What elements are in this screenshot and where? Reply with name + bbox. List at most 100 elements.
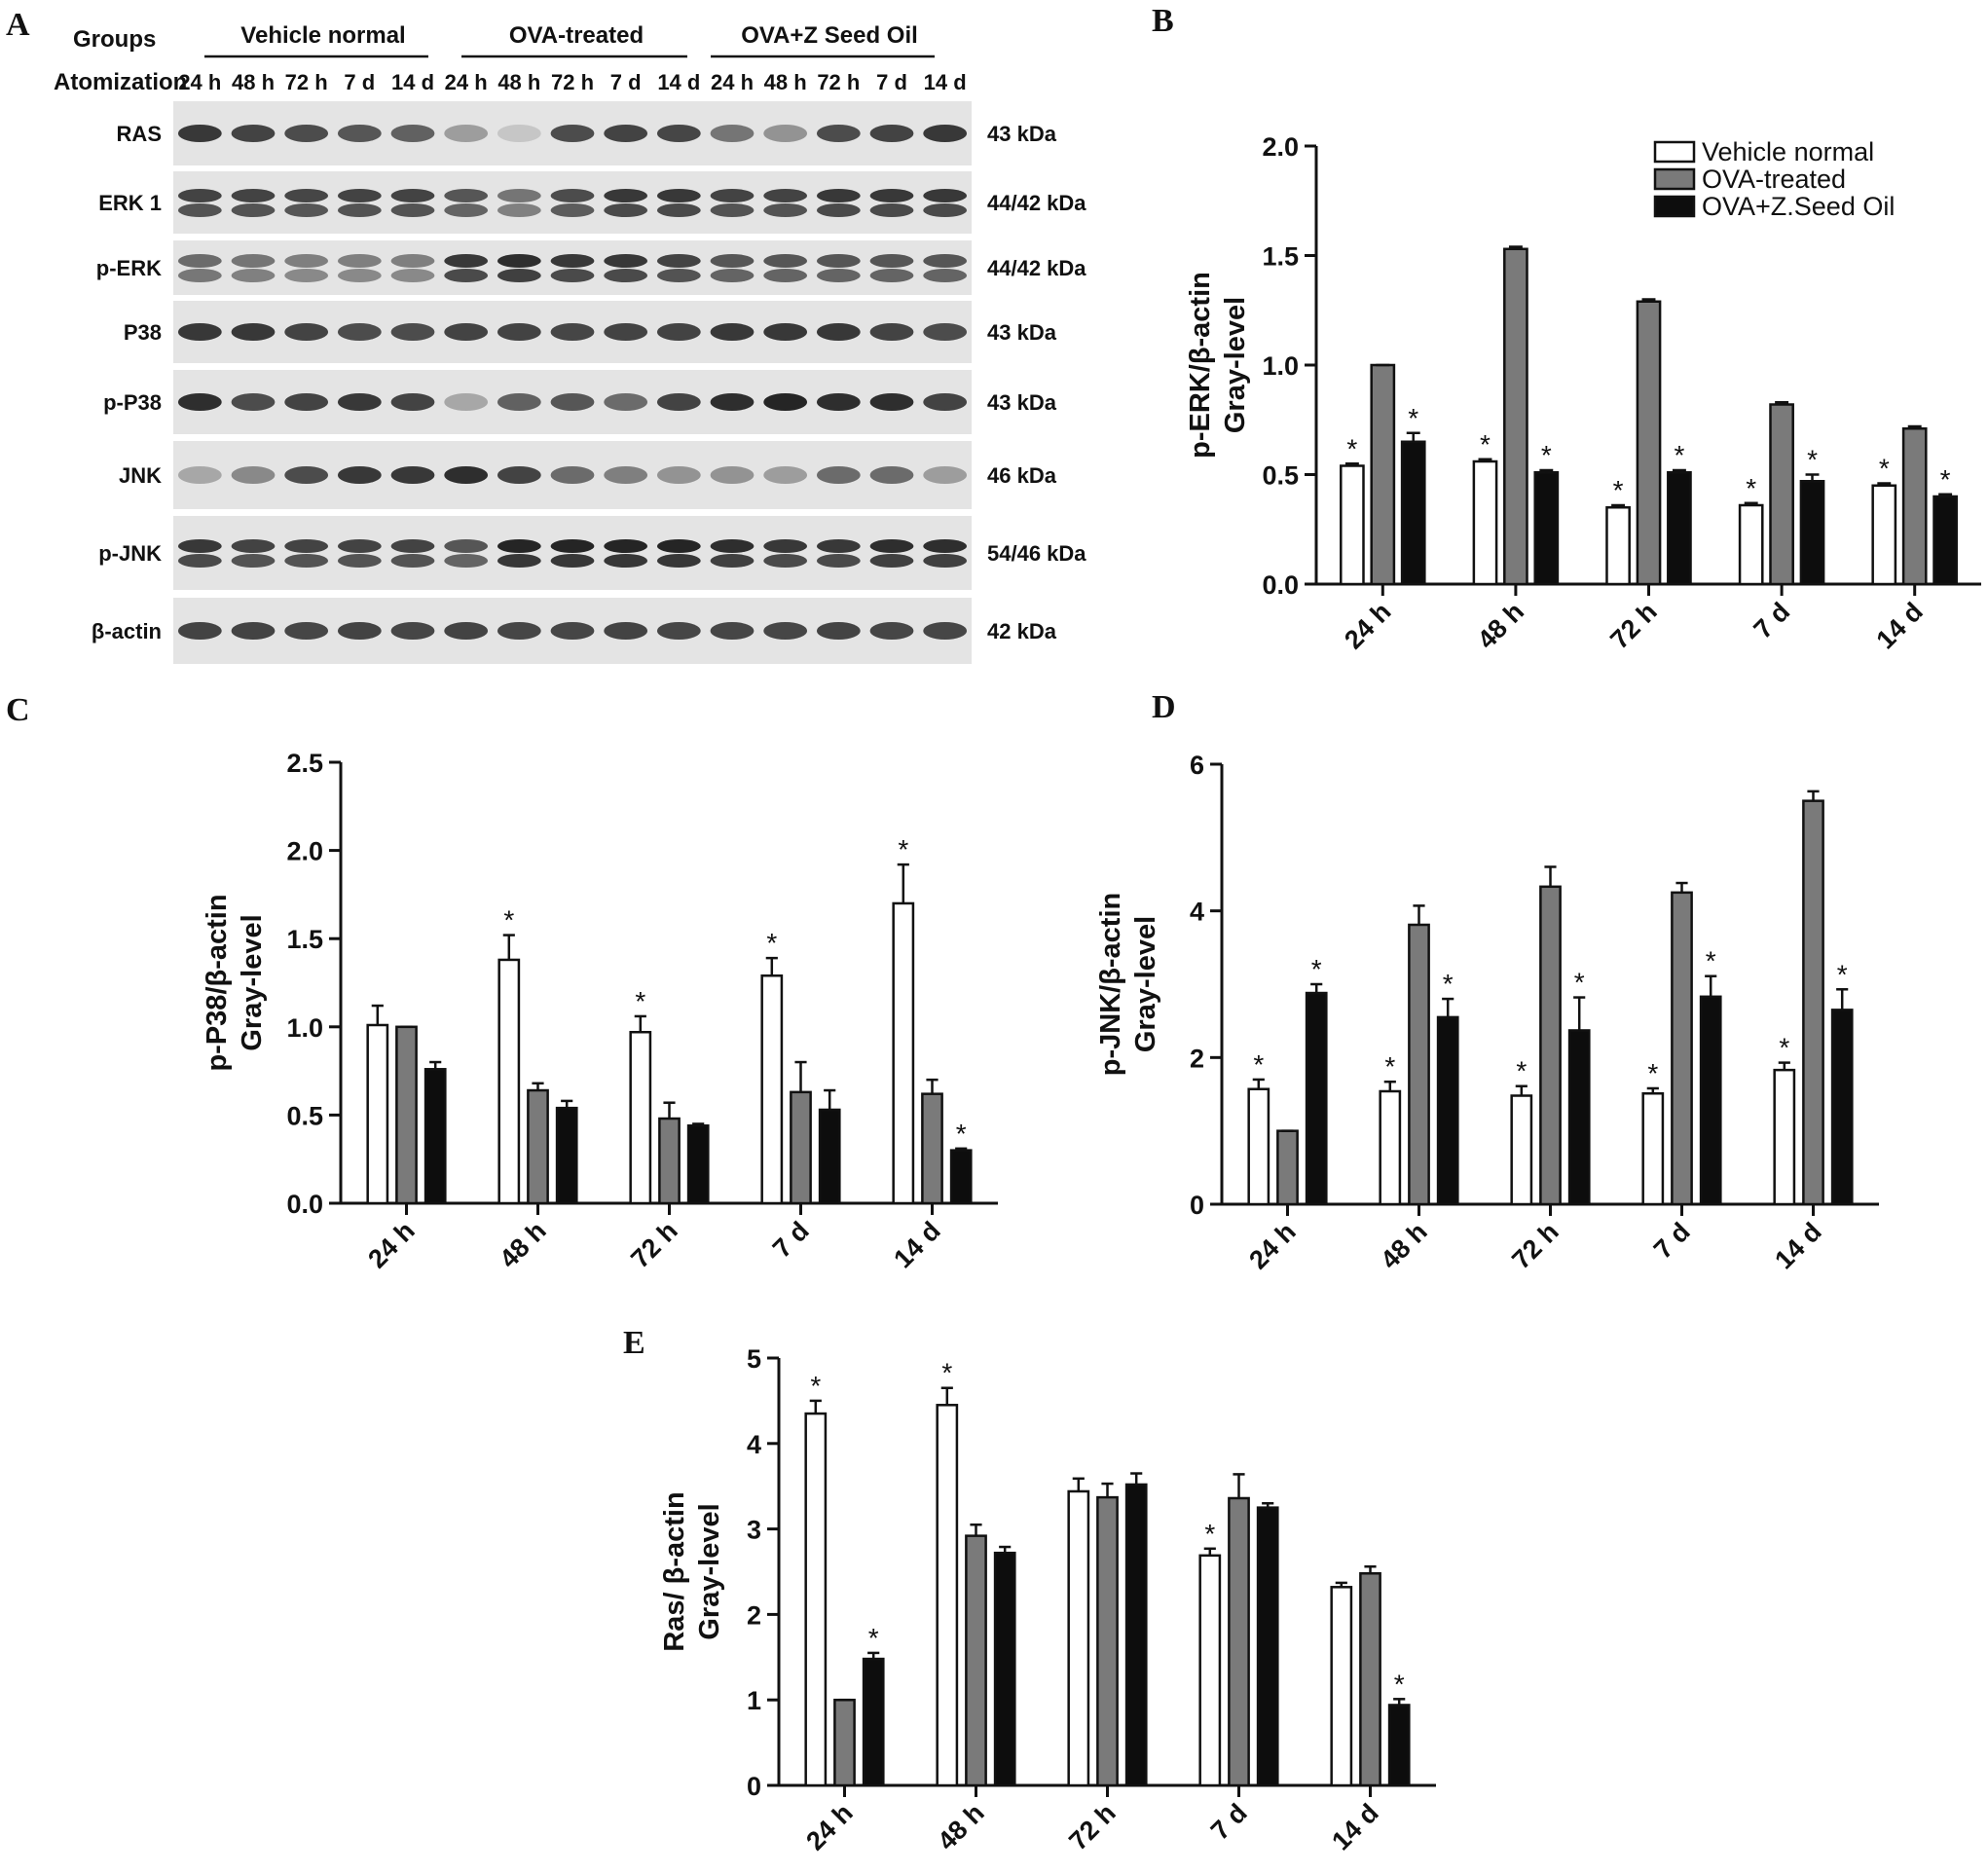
bar [1871,484,1897,586]
x-category-label: 48 h [932,1798,989,1855]
blot-protein-name: JNK [119,463,162,488]
bar [949,1149,973,1205]
blot-protein-name: P38 [124,320,162,345]
blot-band [497,125,541,142]
x-category-label: 7 d [1648,1217,1696,1265]
blot-band [816,393,861,411]
blot-band [710,189,755,202]
bar [818,1108,841,1205]
significance-star: * [1613,475,1624,505]
blot-band [550,269,595,282]
significance-star: * [868,1623,879,1653]
blot-band [231,189,276,202]
blot-band [763,203,808,217]
blot-band [816,269,861,282]
legend-swatch [1653,195,1696,218]
blot-band [337,539,382,553]
blot-band [497,189,541,202]
blot-band [923,189,968,202]
blot-kda-label: 43 kDa [987,390,1057,415]
x-category-label: 72 h [625,1216,682,1273]
blot-band [390,554,435,568]
blot-band [284,189,329,202]
blot-band [284,203,329,217]
significance-star: * [1480,429,1491,459]
bar [1472,459,1498,586]
lane-label: 48 h [497,70,540,94]
blot-band [816,539,861,553]
bar [1539,885,1562,1206]
y-tick-label: 4 [747,1430,761,1459]
x-category-label: 14 d [888,1216,945,1273]
blot-band [337,269,382,282]
blot-band [497,393,541,411]
blot-band [816,622,861,640]
blot-band [604,323,648,341]
bar [1533,471,1560,586]
lane-label: 14 d [924,70,967,94]
blot-band [337,466,382,484]
y-tick-label: 2 [1190,1044,1204,1073]
blot-band [337,125,382,142]
blot-row: ERK 1 44/42 kDa [98,171,1086,234]
blot-band [869,393,914,411]
blot-protein-name: RAS [117,122,162,146]
significance-star: * [810,1371,821,1401]
blot-band [763,393,808,411]
blot-band [869,622,914,640]
blot-kda-label: 43 kDa [987,122,1057,146]
blot-band [923,125,968,142]
blot-protein-name: p-JNK [98,541,162,566]
blot-band [710,203,755,217]
bar [892,901,915,1205]
y-tick-label: 2.0 [1262,132,1299,162]
chart-ras: 0 1 2 3 4 5 Ras/ β-actin Gray-level 24 h * * 48 h * 7… [659,1344,1436,1855]
bar [1256,1506,1279,1787]
y-axis-label-line: Gray-level [1130,916,1161,1052]
x-category-label: 48 h [1472,597,1529,654]
blot-protein-name: p-P38 [103,390,162,415]
blot-band [816,323,861,341]
blot-band [177,125,222,142]
significance-star: * [1253,1049,1264,1080]
bar [1510,1094,1533,1206]
blot-band [284,323,329,341]
bar [1799,480,1825,586]
bar [1933,495,1958,586]
y-axis-label-line: Gray-level [237,914,268,1050]
lane-label: 72 h [817,70,860,94]
y-axis-label: p-ERK/β-actin Gray-level [1185,272,1251,459]
bar [1408,923,1430,1206]
bar [1198,1554,1222,1787]
blot-band [763,323,808,341]
y-axis-label-line: p-JNK/β-actin [1095,893,1126,1077]
blot-band [497,203,541,217]
blot-band [869,269,914,282]
bar [1636,300,1662,586]
blot-row: β-actin 42 kDa [92,598,1057,664]
blot-band [497,554,541,568]
x-category-label: 24 h [1243,1217,1301,1274]
significance-star: * [1879,454,1890,484]
x-category-label: 24 h [1339,597,1396,654]
blot-band [656,393,701,411]
blot-band [284,125,329,142]
significance-star: * [1647,1058,1658,1088]
blot-band [656,125,701,142]
chart-p-erk: 0.0 0.5 1.0 1.5 2.0 p-ERK/β-actin Gray-level 24… [1185,132,1981,654]
blot-band [604,125,648,142]
y-axis-label-line: Gray-level [1220,297,1251,433]
lane-label: 7 d [610,70,642,94]
bar [1901,427,1928,586]
y-tick-label: 1.5 [1262,242,1299,272]
group-label-ova-z-seed-oil: OVA+Z Seed Oil [741,22,918,49]
blot-band [869,125,914,142]
significance-star: * [635,986,645,1016]
significance-star: * [1574,968,1585,998]
blot-band [390,466,435,484]
lane-label: 72 h [285,70,328,94]
blot-band [177,554,222,568]
bar [1773,1068,1796,1206]
blot-band [284,554,329,568]
significance-star: * [1746,473,1756,503]
